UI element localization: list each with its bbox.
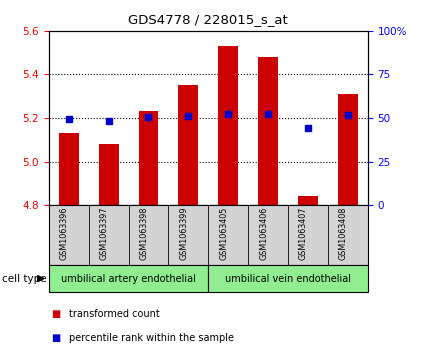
Text: ■: ■ xyxy=(51,309,60,319)
Text: GSM1063407: GSM1063407 xyxy=(299,207,308,260)
Text: umbilical vein endothelial: umbilical vein endothelial xyxy=(225,274,351,284)
Text: GSM1063408: GSM1063408 xyxy=(339,207,348,260)
FancyBboxPatch shape xyxy=(49,265,208,292)
Text: umbilical artery endothelial: umbilical artery endothelial xyxy=(61,274,196,284)
Text: GSM1063398: GSM1063398 xyxy=(139,207,148,260)
Text: GDS4778 / 228015_s_at: GDS4778 / 228015_s_at xyxy=(128,13,288,26)
Bar xyxy=(59,133,79,205)
Bar xyxy=(178,85,198,205)
Text: GSM1063406: GSM1063406 xyxy=(259,207,268,260)
Bar xyxy=(218,46,238,205)
Text: GSM1063405: GSM1063405 xyxy=(219,207,228,260)
FancyBboxPatch shape xyxy=(208,265,368,292)
Bar xyxy=(298,196,318,205)
Bar xyxy=(258,57,278,205)
Bar xyxy=(139,111,159,205)
Text: transformed count: transformed count xyxy=(69,309,160,319)
Text: cell type: cell type xyxy=(2,274,47,284)
Bar xyxy=(338,94,358,205)
Text: percentile rank within the sample: percentile rank within the sample xyxy=(69,333,234,343)
Bar xyxy=(99,144,119,205)
Text: GSM1063396: GSM1063396 xyxy=(60,207,69,260)
Text: GSM1063397: GSM1063397 xyxy=(99,207,109,260)
Text: GSM1063399: GSM1063399 xyxy=(179,207,188,260)
Text: ■: ■ xyxy=(51,333,60,343)
